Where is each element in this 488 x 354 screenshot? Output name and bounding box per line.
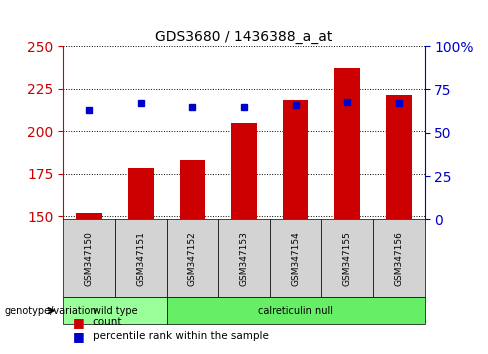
Text: GSM347150: GSM347150	[85, 231, 94, 286]
Bar	[231, 122, 257, 219]
Bar	[386, 95, 412, 219]
Text: percentile rank within the sample: percentile rank within the sample	[93, 331, 268, 341]
Text: GSM347155: GSM347155	[343, 231, 352, 286]
Bar	[180, 160, 205, 219]
Text: calreticulin null: calreticulin null	[258, 306, 333, 316]
Text: GSM347154: GSM347154	[291, 231, 300, 286]
Bar	[334, 68, 360, 219]
Text: ■: ■	[73, 316, 85, 329]
Text: GSM347151: GSM347151	[136, 231, 145, 286]
Text: wild type: wild type	[93, 306, 137, 316]
Text: count: count	[93, 317, 122, 327]
Title: GDS3680 / 1436388_a_at: GDS3680 / 1436388_a_at	[155, 30, 333, 44]
Text: genotype/variation: genotype/variation	[5, 306, 98, 316]
Bar	[128, 169, 154, 219]
Text: ■: ■	[73, 330, 85, 343]
Text: GSM347152: GSM347152	[188, 231, 197, 286]
Bar	[76, 213, 102, 219]
Bar	[283, 101, 308, 219]
Text: GSM347153: GSM347153	[240, 231, 248, 286]
Text: GSM347156: GSM347156	[394, 231, 403, 286]
